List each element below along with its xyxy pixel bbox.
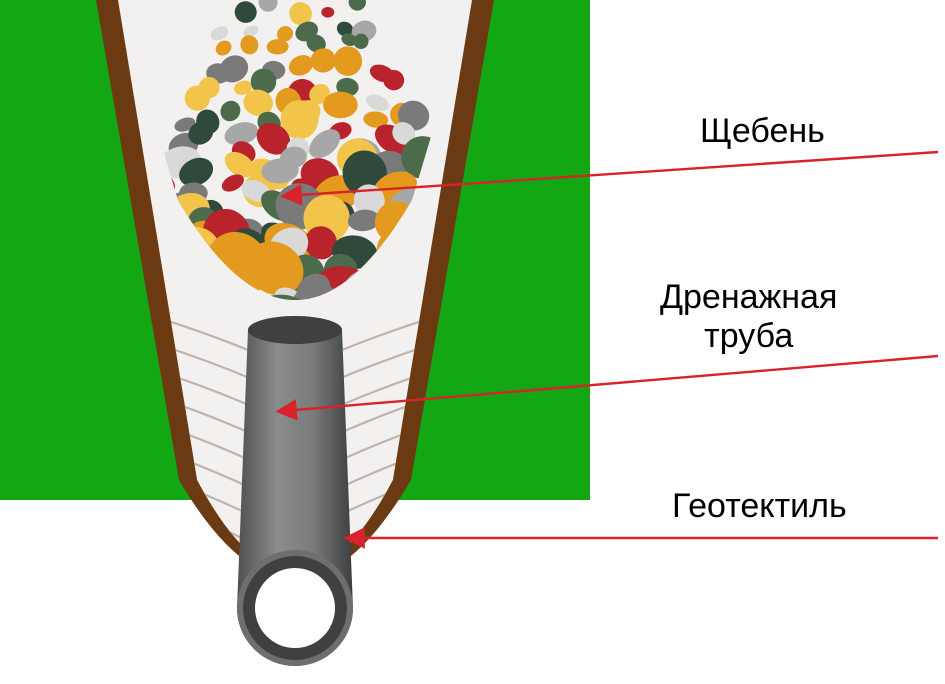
label-gravel: Щебень bbox=[700, 112, 825, 151]
pipe-top bbox=[248, 316, 342, 344]
label-geotextile: Геотектиль bbox=[672, 487, 847, 526]
pipe-bore bbox=[255, 568, 335, 648]
drainage-diagram: Щебень Дренажная труба Геотектиль bbox=[0, 0, 945, 684]
label-pipe: Дренажная труба bbox=[660, 278, 837, 356]
